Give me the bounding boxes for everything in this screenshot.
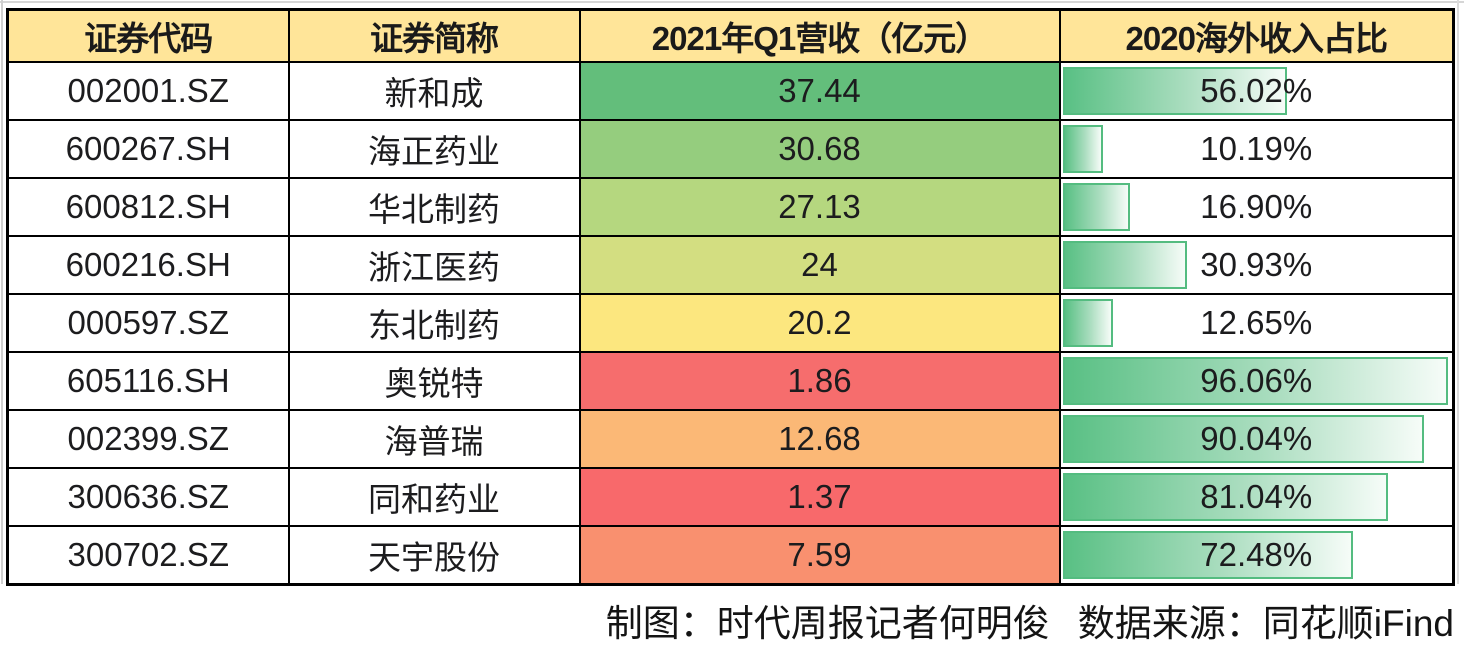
cell-overseas-share: 16.90% <box>1058 177 1455 237</box>
overseas-share-value: 90.04% <box>1200 420 1313 457</box>
cell-overseas-share: 72.48% <box>1058 525 1455 586</box>
cell-stock-name: 海普瑞 <box>287 409 581 469</box>
gridline-remnant-right <box>1457 0 1459 584</box>
cell-stock-name: 奥锐特 <box>287 351 581 411</box>
cell-revenue: 27.13 <box>578 177 1061 237</box>
overseas-data-bar <box>1062 531 1354 579</box>
stock-data-table: 证券代码 证券简称 2021年Q1营收（亿元） 2020海外收入占比 00200… <box>6 8 1455 586</box>
cell-revenue: 24 <box>578 235 1061 295</box>
overseas-share-value: 10.19% <box>1200 130 1313 167</box>
table-row: 600267.SH 海正药业 30.68 10.19% <box>6 119 1455 179</box>
overseas-share-value: 56.02% <box>1200 72 1313 109</box>
overseas-data-bar <box>1062 125 1104 173</box>
table-row: 002399.SZ 海普瑞 12.68 90.04% <box>6 409 1455 469</box>
cell-revenue: 30.68 <box>578 119 1061 179</box>
table-row: 600216.SH 浙江医药 24 30.93% <box>6 235 1455 295</box>
overseas-data-bar <box>1062 241 1187 289</box>
cell-overseas-share: 81.04% <box>1058 467 1455 527</box>
cell-stock-code: 002399.SZ <box>6 409 290 469</box>
cell-stock-name: 浙江医药 <box>287 235 581 295</box>
cell-revenue: 7.59 <box>578 525 1061 586</box>
overseas-share-value: 30.93% <box>1200 246 1313 283</box>
overseas-data-bar <box>1062 299 1114 347</box>
gridline-remnant-left <box>1 0 3 584</box>
table-row: 300702.SZ 天宇股份 7.59 72.48% <box>6 525 1455 586</box>
gridline-remnant-top <box>0 1 1464 3</box>
cell-stock-name: 同和药业 <box>287 467 581 527</box>
overseas-share-value: 81.04% <box>1200 478 1313 515</box>
cell-stock-name: 华北制药 <box>287 177 581 237</box>
cell-stock-code: 605116.SH <box>6 351 290 411</box>
table-row: 300636.SZ 同和药业 1.37 81.04% <box>6 467 1455 527</box>
cell-overseas-share: 96.06% <box>1058 351 1455 411</box>
cell-stock-code: 002001.SZ <box>6 61 290 121</box>
cell-overseas-share: 56.02% <box>1058 61 1455 121</box>
cell-stock-code: 300636.SZ <box>6 467 290 527</box>
cell-revenue: 1.86 <box>578 351 1061 411</box>
credit-author: 制图：时代周报记者何明俊 <box>605 603 1050 644</box>
credit-line: 制图：时代周报记者何明俊 数据来源：同花顺iFind <box>606 593 1454 647</box>
cell-stock-name: 新和成 <box>287 61 581 121</box>
cell-stock-code: 000597.SZ <box>6 293 290 353</box>
table-row: 600812.SH 华北制药 27.13 16.90% <box>6 177 1455 237</box>
overseas-data-bar <box>1062 473 1388 521</box>
table-header-row: 证券代码 证券简称 2021年Q1营收（亿元） 2020海外收入占比 <box>6 8 1455 63</box>
overseas-data-bar <box>1062 183 1131 231</box>
table-body: 002001.SZ 新和成 37.44 56.02% 600267.SH 海正药… <box>6 61 1455 586</box>
overseas-share-value: 12.65% <box>1200 304 1313 341</box>
cell-stock-code: 300702.SZ <box>6 525 290 586</box>
overseas-data-bar <box>1062 357 1449 405</box>
cell-stock-name: 东北制药 <box>287 293 581 353</box>
cell-overseas-share: 90.04% <box>1058 409 1455 469</box>
col-header-stock-name: 证券简称 <box>287 8 581 63</box>
cell-stock-name: 海正药业 <box>287 119 581 179</box>
col-header-overseas-share: 2020海外收入占比 <box>1058 8 1455 63</box>
cell-revenue: 12.68 <box>578 409 1061 469</box>
col-header-stock-code: 证券代码 <box>6 8 290 63</box>
cell-revenue: 1.37 <box>578 467 1061 527</box>
table-row: 002001.SZ 新和成 37.44 56.02% <box>6 61 1455 121</box>
cell-stock-code: 600267.SH <box>6 119 290 179</box>
cell-stock-code: 600216.SH <box>6 235 290 295</box>
overseas-data-bar <box>1062 415 1424 463</box>
table-row: 605116.SH 奥锐特 1.86 96.06% <box>6 351 1455 411</box>
cell-revenue: 20.2 <box>578 293 1061 353</box>
credit-source: 数据来源：同花顺iFind <box>1077 603 1454 644</box>
cell-overseas-share: 12.65% <box>1058 293 1455 353</box>
cell-stock-code: 600812.SH <box>6 177 290 237</box>
overseas-share-value: 96.06% <box>1200 362 1313 399</box>
cell-stock-name: 天宇股份 <box>287 525 581 586</box>
overseas-share-value: 72.48% <box>1200 536 1313 573</box>
overseas-data-bar <box>1062 67 1288 115</box>
overseas-share-value: 16.90% <box>1200 188 1313 225</box>
cell-revenue: 37.44 <box>578 61 1061 121</box>
cell-overseas-share: 10.19% <box>1058 119 1455 179</box>
cell-overseas-share: 30.93% <box>1058 235 1455 295</box>
col-header-q1-revenue: 2021年Q1营收（亿元） <box>578 8 1061 63</box>
table-row: 000597.SZ 东北制药 20.2 12.65% <box>6 293 1455 353</box>
